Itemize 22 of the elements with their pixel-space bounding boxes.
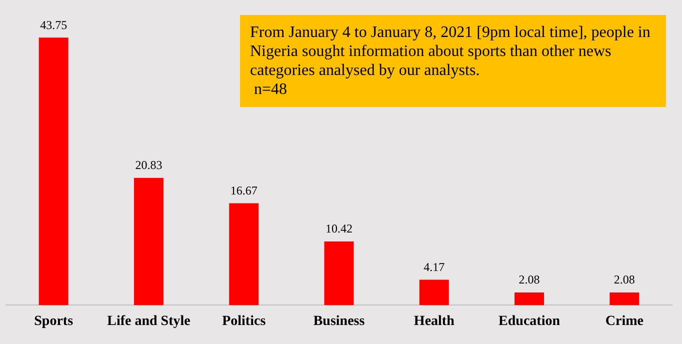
- x-tick-label: Life and Style: [107, 314, 190, 330]
- bar: [514, 292, 544, 306]
- x-tick-label: Education: [498, 314, 560, 330]
- data-label: 10.42: [326, 222, 352, 236]
- bar: [134, 178, 164, 306]
- bar: [229, 203, 259, 306]
- x-tick-label: Crime: [605, 314, 644, 330]
- x-tick-label: Sports: [34, 314, 74, 330]
- data-label: 2.08: [614, 272, 635, 287]
- data-label: 2.08: [518, 272, 540, 287]
- data-label: 43.75: [40, 18, 68, 32]
- x-tick-label: Politics: [222, 314, 266, 330]
- x-tick-label: Health: [414, 314, 455, 330]
- x-tick-label: Business: [313, 314, 366, 330]
- bar: [324, 241, 354, 306]
- data-label: 20.83: [135, 158, 162, 172]
- data-label: 16.67: [230, 183, 258, 198]
- bar: [419, 280, 449, 306]
- bar: [610, 292, 640, 306]
- annotation: From January 4 to January 8, 2021 [9pm local time], people in Nigeria sought information about sports than other news categories analysed by our analysts. n=48: [240, 15, 666, 107]
- bar: [38, 38, 68, 306]
- data-label: 4.17: [424, 260, 445, 274]
